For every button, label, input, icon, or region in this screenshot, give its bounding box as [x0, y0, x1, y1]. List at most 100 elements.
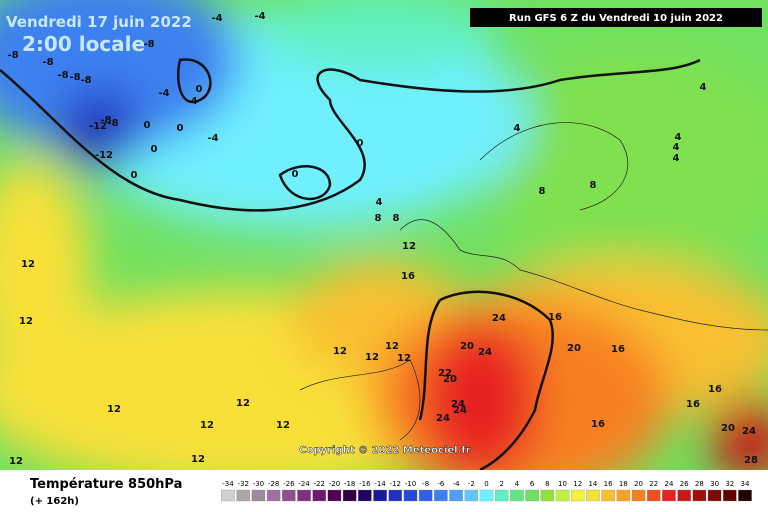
contour-label: 24	[478, 347, 492, 358]
contour-label: 0	[292, 169, 299, 180]
contour-label: -4	[186, 96, 197, 107]
scale-tick-label: 20	[634, 480, 643, 488]
scale-swatch	[494, 489, 509, 502]
contour-label: -4	[211, 13, 222, 24]
contour-label: 16	[611, 344, 625, 355]
contour-label: 24	[451, 399, 465, 410]
scale-swatch	[388, 489, 403, 502]
contour-label: 12	[276, 420, 290, 431]
contour-label: 20	[460, 341, 474, 352]
scale-swatch	[434, 489, 448, 502]
contour-label: 12	[397, 353, 411, 364]
scale-tick-label: -20	[329, 480, 340, 488]
contour-label: -8	[80, 75, 91, 86]
scale-tick-label: -12	[390, 480, 401, 488]
contour-label: 0	[151, 144, 158, 155]
scale-tick-label: -26	[283, 480, 295, 488]
scale-tick-label: 0	[484, 480, 488, 488]
contour-label: 8	[539, 186, 546, 197]
run-info: Run GFS 6 Z du Vendredi 10 juin 2022	[509, 13, 723, 24]
time: 2:00 locale	[22, 32, 145, 56]
contour-label: 20	[567, 343, 581, 354]
scale-tick-label: -2	[468, 480, 475, 488]
contour-label: 12	[402, 241, 416, 252]
contour-label: -8	[143, 39, 154, 50]
scale-tick-label: -18	[344, 480, 355, 488]
scale-swatch	[266, 489, 281, 502]
contour-label: 12	[9, 456, 23, 467]
contour-label: -12	[89, 121, 107, 132]
scale-tick-label: -14	[374, 480, 386, 488]
contour-label: -8	[69, 72, 80, 83]
scale-tick-label: 16	[604, 480, 613, 488]
scale-tick-label: 26	[680, 480, 689, 488]
scale-swatch	[631, 489, 646, 502]
contour-label: -4	[207, 133, 218, 144]
contour-label: 22	[438, 368, 452, 379]
scale-swatch	[540, 489, 555, 502]
scale-swatch	[570, 489, 585, 502]
scale-tick-label: -22	[314, 480, 325, 488]
contour-label: 4	[700, 82, 707, 93]
contour-label: 16	[708, 384, 722, 395]
contour-label: 12	[107, 404, 121, 415]
scale-swatch	[707, 489, 722, 502]
scale-swatch	[403, 489, 418, 502]
contour-label: 4	[514, 123, 521, 134]
contour-label: 24	[436, 413, 450, 424]
contour-label: 4	[673, 142, 680, 153]
isolines	[0, 58, 701, 470]
copyright: Copyright © 2022 Meteociel.fr	[299, 445, 470, 456]
contour-label: 0	[177, 123, 184, 134]
contour-label: 12	[236, 398, 250, 409]
contour-label: -8	[100, 115, 111, 126]
contour-label: -8	[57, 70, 68, 81]
contour-label: 24	[492, 313, 506, 324]
scale-swatch	[586, 489, 600, 502]
scale-tick-label: 12	[573, 480, 582, 488]
scale-swatch	[327, 489, 342, 502]
contour-label: 20	[721, 423, 735, 434]
contour-label: 28	[744, 455, 758, 466]
scale-swatch	[738, 489, 752, 502]
contour-label: 24	[453, 405, 467, 416]
contour-label: -4	[158, 88, 169, 99]
scale-swatch	[510, 489, 524, 502]
scale-swatch	[373, 489, 387, 502]
scale-tick-label: -6	[437, 480, 445, 488]
contour-label: 4	[673, 153, 680, 164]
scale-swatch	[251, 489, 266, 502]
scale-tick-label: 24	[665, 480, 674, 488]
contour-label: -8	[7, 50, 18, 61]
contour-label: 16	[548, 312, 562, 323]
scale-tick-label: 30	[710, 480, 719, 488]
scale-swatch	[221, 489, 235, 502]
scale-tick-label: 14	[588, 480, 597, 488]
contour-label: 12	[200, 420, 214, 431]
contour-label: 16	[401, 271, 415, 282]
scale-tick-label: -28	[268, 480, 279, 488]
contour-label: 12	[333, 346, 347, 357]
scale-swatch	[282, 489, 296, 502]
scale-tick-label: 32	[725, 480, 734, 488]
scale-swatch	[525, 489, 539, 502]
scale-tick-label: -10	[405, 480, 416, 488]
scale-swatch	[297, 489, 311, 502]
scale-tick-label: 34	[741, 480, 750, 488]
scale-swatch	[723, 489, 737, 502]
scale-swatch	[662, 489, 676, 502]
contour-label: 4	[376, 197, 383, 208]
scale-swatch	[418, 489, 433, 502]
scale-swatch	[358, 489, 372, 502]
scale-swatch	[236, 489, 250, 502]
footer-range: (+ 162h)	[30, 496, 79, 507]
scale-swatch	[449, 489, 463, 502]
scale-swatch	[677, 489, 691, 502]
scale-tick-label: 2	[499, 480, 503, 488]
contour-label: 12	[21, 259, 35, 270]
contour-label: -12	[95, 150, 113, 161]
contour-label: 8	[393, 213, 400, 224]
temperature-field	[0, 0, 768, 470]
scale-tick-label: -8	[422, 480, 429, 488]
